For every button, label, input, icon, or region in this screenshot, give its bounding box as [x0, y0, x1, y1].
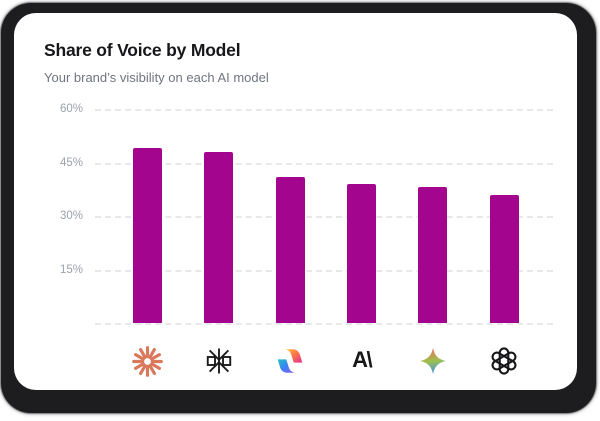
bar-column — [397, 109, 468, 323]
bar-claude — [133, 148, 163, 323]
bar-column — [469, 109, 540, 323]
bar-chart-plot-area: 60% 45% 30% 15% — [60, 103, 553, 325]
perplexity-icon — [206, 348, 232, 374]
bar-column — [326, 109, 397, 323]
x-tick-anthropic: A\ — [326, 342, 397, 380]
copilot-icon — [278, 349, 303, 373]
gridline-15 — [95, 269, 553, 272]
y-axis-tick-label: 45% — [59, 156, 83, 169]
gridline-0-baseline — [95, 323, 553, 325]
share-of-voice-card: Share of Voice by Model Your brand’s vis… — [14, 13, 577, 390]
bar-column — [255, 109, 326, 323]
card-title: Share of Voice by Model — [44, 40, 241, 60]
y-axis-tick-label: 30% — [59, 210, 83, 222]
bar-copilot — [275, 176, 305, 323]
bar-perplexity — [204, 151, 234, 323]
y-axis-tick-label: 60% — [59, 103, 83, 115]
bar-column — [112, 109, 183, 323]
card-subtitle: Your brand’s visibility on each AI model — [44, 70, 269, 85]
bar-gemini — [418, 187, 448, 323]
bar-openai — [489, 194, 519, 323]
x-tick-openai — [469, 342, 540, 380]
openai-icon — [491, 347, 517, 375]
gemini-icon — [419, 348, 446, 374]
gridline-60 — [95, 109, 553, 111]
x-tick-gemini — [397, 342, 468, 380]
x-tick-claude — [112, 342, 183, 380]
x-tick-copilot — [255, 342, 326, 380]
x-axis-logo-row: A\ — [95, 342, 553, 380]
y-axis-tick-label: 15% — [59, 263, 83, 276]
gridline-30 — [95, 216, 553, 218]
anthropic-icon: A\ — [352, 347, 373, 372]
bar-series — [95, 109, 553, 323]
x-tick-perplexity — [183, 342, 254, 380]
gridline-45 — [95, 162, 553, 165]
claude-icon — [132, 345, 163, 377]
bar-column — [183, 109, 254, 323]
bar-anthropic — [347, 183, 377, 323]
